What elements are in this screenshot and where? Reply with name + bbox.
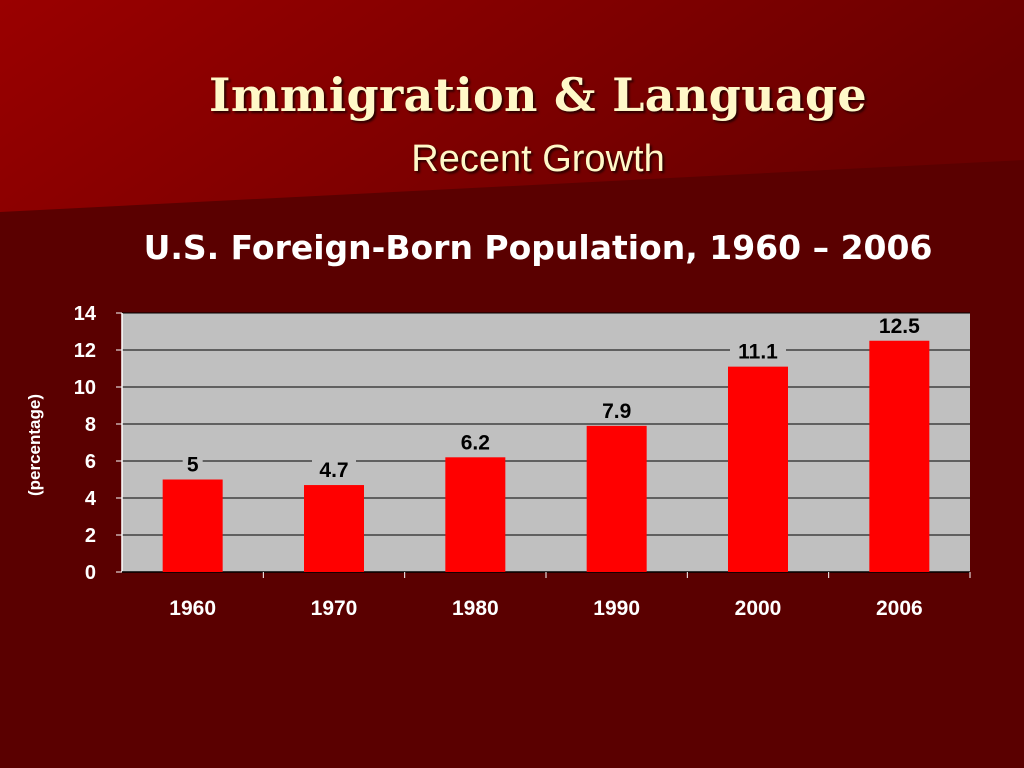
y-tick-label: 14 [74, 303, 97, 325]
y-axis-label: (percentage) [25, 394, 44, 496]
data-label-bg [453, 430, 498, 455]
bar-1970 [304, 485, 364, 572]
x-tick-label-2000: 2000 [735, 597, 782, 620]
y-tick-label: 0 [85, 562, 96, 584]
y-tick-label: 6 [85, 451, 96, 473]
data-label-bg [182, 452, 203, 477]
slide-title: Immigration & Language [209, 68, 867, 122]
chart-title: U.S. Foreign-Born Population, 1960 – 200… [143, 228, 933, 267]
bar-2000 [728, 366, 788, 572]
y-tick-label: 12 [74, 340, 96, 362]
x-tick-label-1980: 1980 [452, 597, 499, 620]
data-label-bg [871, 313, 928, 338]
y-tick-label: 2 [85, 525, 96, 547]
data-label-1990: 7.9 [602, 400, 631, 423]
y-tick-label: 4 [85, 488, 97, 510]
data-label-2006: 12.5 [879, 315, 920, 338]
y-tick-label: 10 [74, 377, 96, 399]
bar-2006 [869, 340, 930, 572]
x-tick-label-1960: 1960 [169, 597, 216, 620]
x-tick-label-1970: 1970 [311, 597, 358, 620]
data-label-1960: 5 [187, 454, 199, 477]
data-label-bg [312, 458, 356, 483]
y-tick-label: 8 [85, 414, 96, 436]
bar-1960 [162, 479, 223, 572]
bar-1990 [586, 425, 647, 572]
bar-1980 [445, 457, 506, 572]
data-label-1980: 6.2 [461, 431, 490, 454]
data-label-bg [594, 398, 639, 423]
data-label-2000: 11.1 [738, 341, 778, 364]
x-tick-label-1990: 1990 [593, 597, 640, 620]
plot-area [122, 313, 970, 572]
data-label-1970: 4.7 [319, 459, 348, 482]
slide-subtitle: Recent Growth [411, 138, 665, 180]
x-tick-label-2006: 2006 [876, 597, 923, 620]
data-label-bg [730, 339, 786, 364]
